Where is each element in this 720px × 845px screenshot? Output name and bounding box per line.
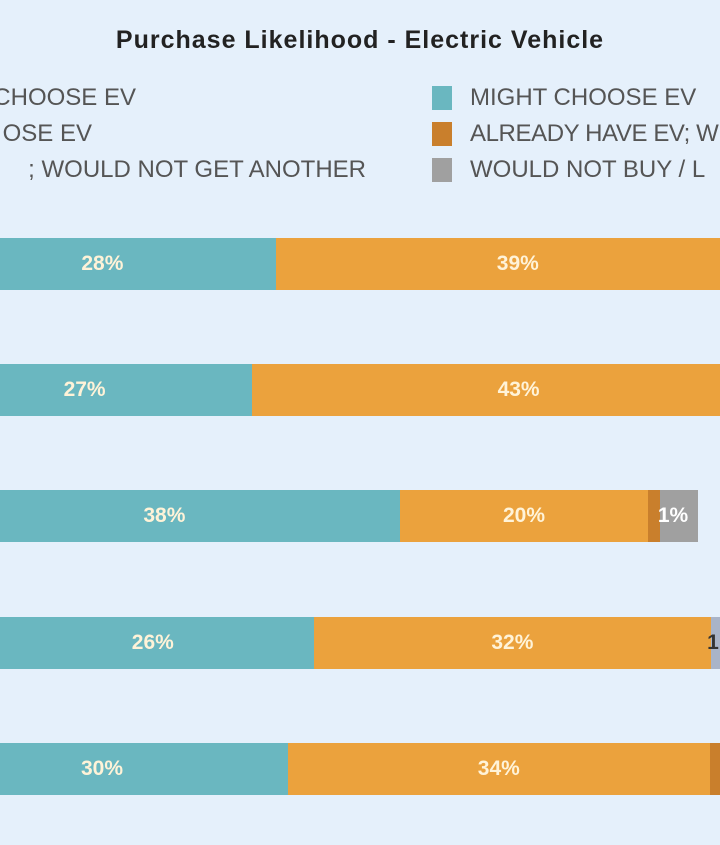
chart-title: Purchase Likelihood - Electric Vehicle: [115, 26, 605, 54]
bar-label-might: 28%: [81, 252, 124, 275]
bar-label-orange: 39%: [496, 252, 539, 275]
bar-might-choose: [0, 490, 400, 542]
bar-label-orange: 34%: [477, 757, 520, 780]
legend-label: ALREADY HAVE EV; W: [470, 120, 719, 147]
bar-label-grey: 1%: [657, 504, 689, 527]
bar-might-choose: [0, 238, 276, 290]
bar-row: 27% 43%: [0, 364, 720, 416]
bar-label-might: 27%: [63, 378, 106, 401]
bar-label-orange: 43%: [497, 378, 540, 401]
bar-row: 26% 32% 1: [0, 617, 720, 669]
bar-label-might: 30%: [80, 757, 124, 780]
legend-swatch: [432, 122, 452, 146]
bar-orange: [252, 364, 720, 416]
bar-already-have: [709, 743, 720, 795]
bar-would-not-buy: [660, 490, 698, 542]
bar-orange: [400, 490, 648, 542]
bar-would-not-buy: [710, 617, 720, 669]
bar-already-have: [648, 490, 661, 542]
legend-swatch: [432, 158, 452, 182]
bar-orange: [314, 617, 711, 669]
bar-row: 28% 39%: [0, 238, 720, 290]
bar-might-choose: [0, 364, 252, 416]
bar-label-grey: 1: [707, 631, 719, 654]
legend-label: CHOOSE EV: [0, 84, 136, 111]
legend-label: WOULD NOT BUY / L: [470, 156, 706, 183]
bar-row: 38% 20% 1%: [0, 490, 720, 542]
bar-might-choose: [0, 743, 288, 795]
bar-label-orange: 32%: [491, 631, 534, 654]
bar-orange: [276, 238, 720, 290]
bar-label-orange: 20%: [502, 504, 546, 527]
bar-label-might: 26%: [131, 631, 174, 654]
bar-label-might: 38%: [143, 504, 186, 527]
bar-row: 30% 34%: [0, 743, 720, 795]
legend-swatch: [432, 86, 452, 110]
legend-label: ; WOULD NOT GET ANOTHER: [28, 156, 366, 183]
legend-label: OSE EV: [2, 120, 92, 147]
bar-might-choose: [0, 617, 314, 669]
bar-orange: [288, 743, 710, 795]
legend-label: MIGHT CHOOSE EV: [470, 84, 697, 111]
